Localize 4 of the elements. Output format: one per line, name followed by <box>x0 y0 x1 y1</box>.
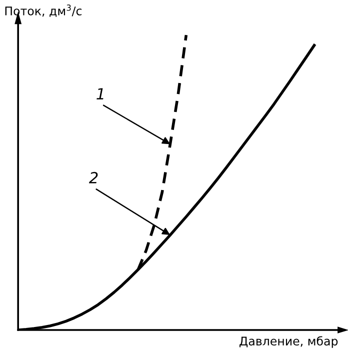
x-axis-title: Давление, мбар <box>240 336 338 348</box>
y-axis-title: Поток, дм$^{3}$/с <box>5 4 82 17</box>
annotation: 1 <box>96 88 104 100</box>
annotation: 2 <box>88 172 98 184</box>
